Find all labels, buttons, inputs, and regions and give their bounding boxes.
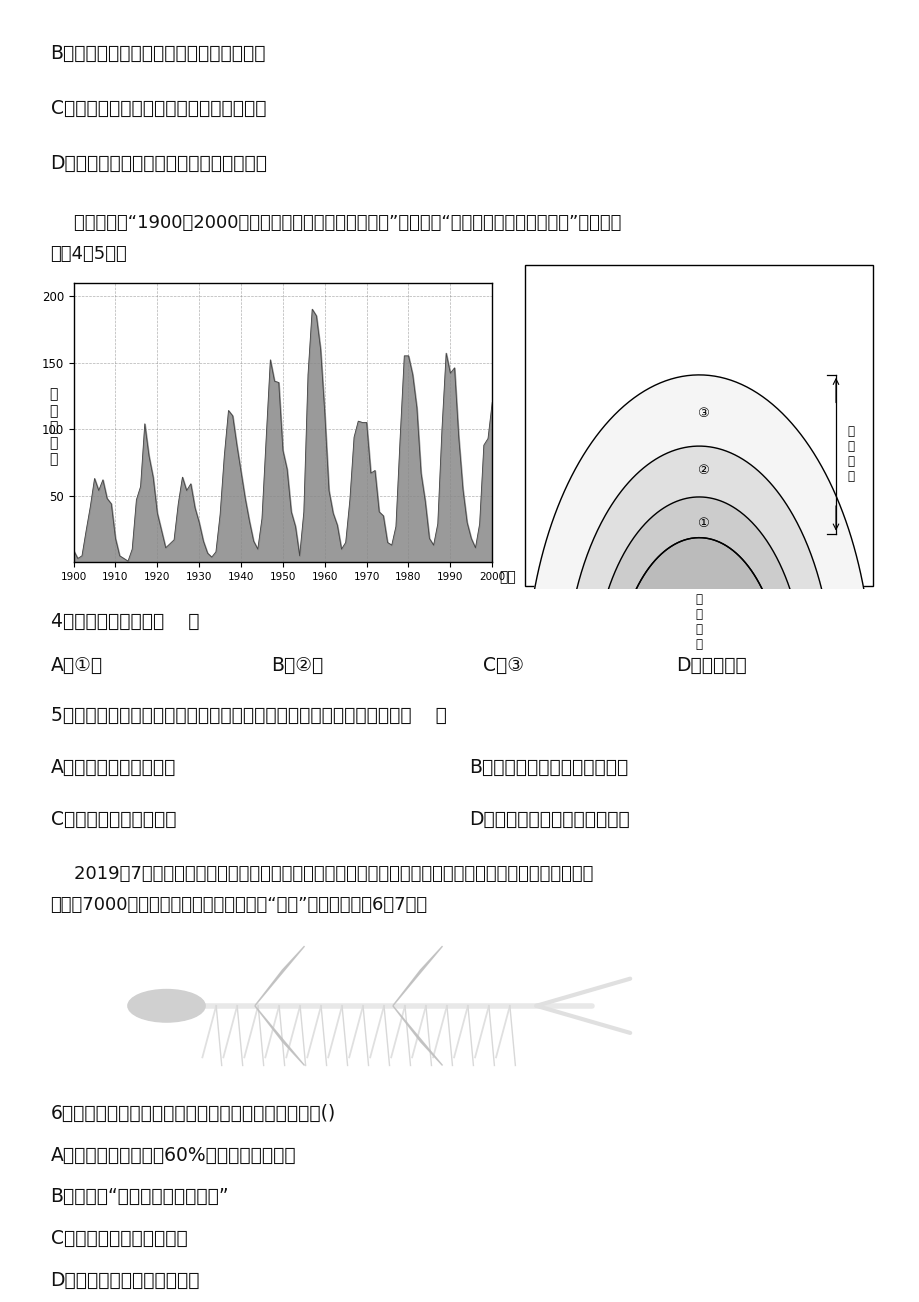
- Text: B．②层: B．②层: [271, 656, 323, 676]
- Ellipse shape: [128, 990, 205, 1022]
- Text: ③: ③: [696, 408, 708, 421]
- Text: 完扐4～5题。: 完扐4～5题。: [51, 245, 127, 263]
- Text: D．发生了喜马拉雅造山运动: D．发生了喜马拉雅造山运动: [51, 1271, 200, 1290]
- Text: 生活在7000万年前，曾经是海洋里的一代“霸主”。读图，完扐6～7题。: 生活在7000万年前，曾经是海洋里的一代“霸主”。读图，完扐6～7题。: [51, 896, 427, 914]
- Text: A．①层: A．①层: [51, 656, 103, 676]
- Text: 太
阳
黑
子
数: 太 阳 黑 子 数: [49, 388, 58, 466]
- Polygon shape: [564, 447, 833, 690]
- Text: B．对流层；随着高度上升，气温逐渐下降: B．对流层；随着高度上升，气温逐渐下降: [51, 44, 266, 64]
- Text: 5．太阳耀斑与太阳黑子黑子周期相近，耀斑剧烈爆发对地球的影响有（    ）: 5．太阳耀斑与太阳黑子黑子周期相近，耀斑剧烈爆发对地球的影响有（ ）: [51, 706, 446, 725]
- Text: A．地球铁矿总储量的60%形成于该地质年代: A．地球铁矿总储量的60%形成于该地质年代: [51, 1146, 296, 1165]
- Text: A．为地球提供光热资源: A．为地球提供光热资源: [51, 758, 176, 777]
- Polygon shape: [525, 375, 872, 690]
- Text: ①: ①: [696, 517, 708, 530]
- Text: ②: ②: [696, 464, 708, 477]
- Text: D．引起对流层大气的电磁扰动: D．引起对流层大气的电磁扰动: [469, 810, 630, 829]
- Text: C．③: C．③: [482, 656, 524, 676]
- Text: C．是裸子植物繁盛的时代: C．是裸子植物繁盛的时代: [51, 1229, 187, 1249]
- Polygon shape: [615, 538, 782, 690]
- Polygon shape: [392, 947, 442, 1005]
- Text: 4．太阳黑子出现在（    ）: 4．太阳黑子出现在（ ）: [51, 612, 199, 631]
- Text: C．平流层；随着高度上升，气温逐渐下降: C．平流层；随着高度上升，气温逐渐下降: [51, 99, 266, 118]
- Polygon shape: [392, 1005, 442, 1065]
- Text: D．平流层；随着高度上升，气温先降后升: D．平流层；随着高度上升，气温先降后升: [51, 154, 267, 173]
- FancyBboxPatch shape: [525, 266, 872, 586]
- Text: 太
阳
内
部: 太 阳 内 部: [695, 592, 702, 651]
- Text: C．干扰无线电短波通信: C．干扰无线电短波通信: [51, 810, 176, 829]
- Text: 年份: 年份: [499, 570, 516, 585]
- Text: 6．下列关于海王龙生存的地质年代的描述，正确的是(): 6．下列关于海王龙生存的地质年代的描述，正确的是(): [51, 1104, 335, 1124]
- Polygon shape: [255, 947, 304, 1005]
- Text: D．太阳内部: D．太阳内部: [675, 656, 746, 676]
- Text: B．被称为“海洋无脊椎动物时代”: B．被称为“海洋无脊椎动物时代”: [51, 1187, 229, 1207]
- Text: 太
阳
大
气: 太 阳 大 气: [846, 426, 853, 483]
- Text: 2019年7月，加拿大阿尔伯塔省的矿工在当地矿区发现了完整的海王龙化石（如图）。这种海洋爬行动物: 2019年7月，加拿大阿尔伯塔省的矿工在当地矿区发现了完整的海王龙化石（如图）。…: [51, 865, 593, 883]
- Polygon shape: [592, 497, 805, 690]
- Text: 图中左图为“1900～2000年太阳黑子年平均数变化示意图”，右图为“太阳及其大气结构示意图”。读图，: 图中左图为“1900～2000年太阳黑子年平均数变化示意图”，右图为“太阳及其大…: [51, 214, 620, 232]
- Polygon shape: [255, 1005, 304, 1065]
- Text: B．全球许多地区发生强烈地震: B．全球许多地区发生强烈地震: [469, 758, 628, 777]
